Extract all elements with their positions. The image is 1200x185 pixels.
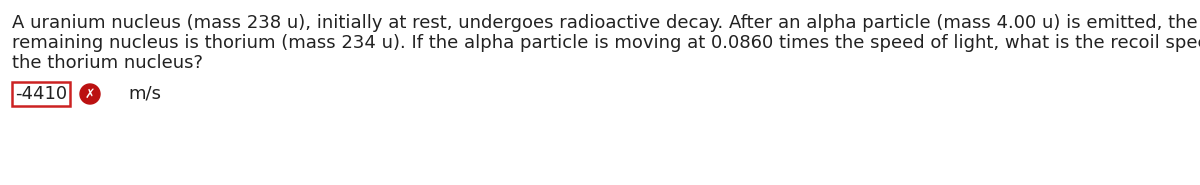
Text: -4410: -4410 <box>14 85 67 103</box>
Text: m/s: m/s <box>128 85 161 103</box>
Circle shape <box>80 84 100 104</box>
Text: ✗: ✗ <box>85 88 95 100</box>
Text: remaining nucleus is thorium (mass 234 u). If the alpha particle is moving at 0.: remaining nucleus is thorium (mass 234 u… <box>12 34 1200 52</box>
Text: the thorium nucleus?: the thorium nucleus? <box>12 54 203 72</box>
Text: A uranium nucleus (mass 238 u), initially at rest, undergoes radioactive decay. : A uranium nucleus (mass 238 u), initiall… <box>12 14 1198 32</box>
FancyBboxPatch shape <box>12 82 70 106</box>
